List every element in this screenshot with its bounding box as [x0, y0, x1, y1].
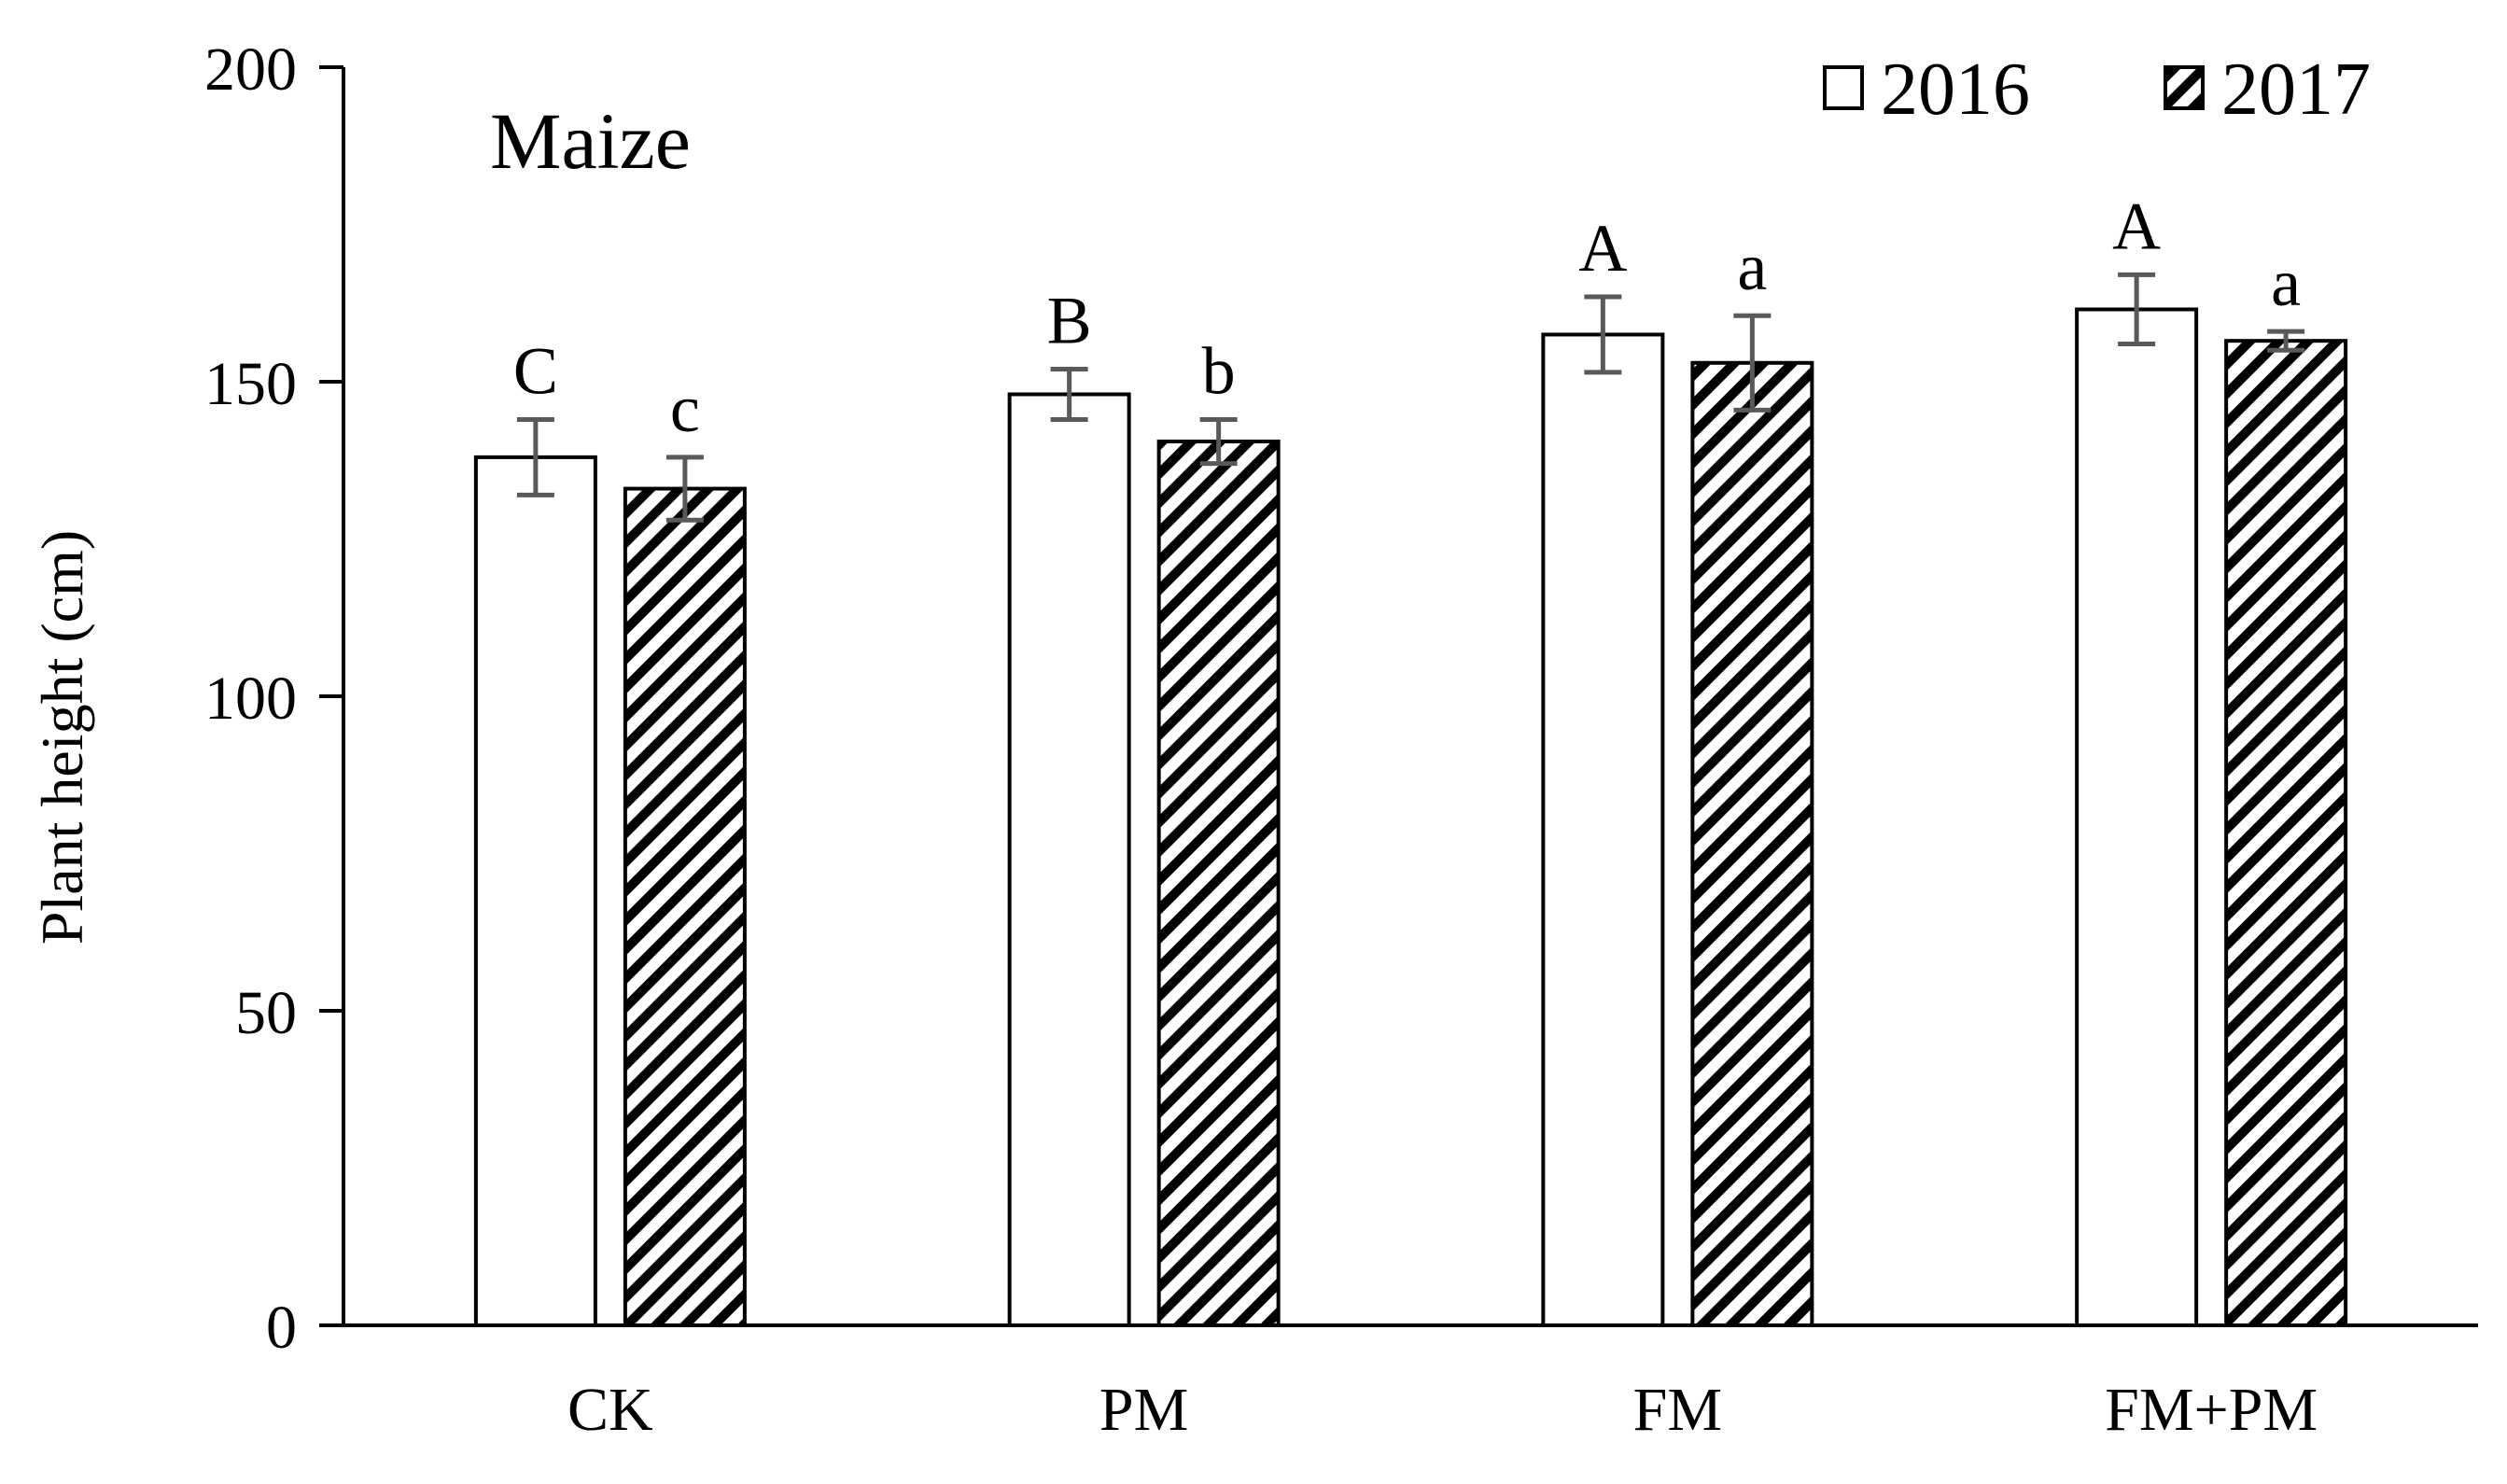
bar-2017-CK: [623, 486, 747, 1327]
x-tick-label: FM: [1633, 1376, 1722, 1444]
y-tick-label: 0: [266, 1294, 297, 1362]
bar-2017-PM: [1156, 440, 1281, 1327]
y-tick-label: 150: [204, 350, 297, 418]
legend-label-2017: 2017: [2221, 49, 2371, 131]
y-axis-label: Plant height (cm): [29, 530, 95, 945]
significance-letter: a: [2271, 245, 2301, 320]
y-tick-label: 50: [235, 979, 297, 1047]
bar-2016-CK: [473, 455, 597, 1327]
significance-letter: c: [670, 371, 700, 446]
significance-letter: C: [513, 333, 558, 408]
x-tick-label: CK: [567, 1376, 653, 1444]
x-tick-label: PM: [1099, 1376, 1188, 1444]
bar-2017-FM+PM: [2224, 339, 2348, 1328]
significance-letter: a: [1737, 230, 1767, 304]
y-tick-label: 100: [204, 665, 297, 733]
bar-2016-FM: [1541, 332, 1665, 1328]
bar-2016-PM: [1007, 392, 1131, 1328]
chart-title: Maize: [490, 96, 691, 186]
significance-letter: A: [1578, 211, 1627, 286]
bar-2017-FM: [1690, 360, 1814, 1327]
bar-2016-FM+PM: [2075, 307, 2199, 1327]
significance-letter: A: [2112, 189, 2161, 263]
significance-letter: B: [1047, 284, 1092, 358]
y-tick-label: 200: [204, 35, 297, 104]
legend-label-2016: 2016: [1881, 49, 2030, 131]
significance-letter: b: [1202, 333, 1236, 408]
x-tick-label: FM+PM: [2105, 1376, 2318, 1444]
legend-swatch-2016: [1823, 65, 1864, 110]
legend-swatch-2017: [2164, 65, 2205, 110]
